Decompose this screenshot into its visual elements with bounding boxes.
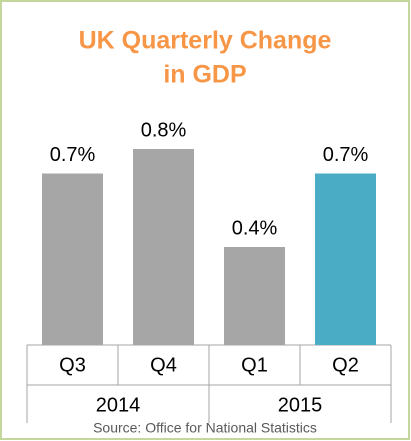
x-tick-label: Q3 [59,354,86,376]
x-tick-label: Q4 [150,354,177,376]
bar [224,247,285,345]
data-label: 0.7% [323,144,369,166]
chart-title: in GDP [163,61,246,89]
x-tick-label: Q2 [332,354,359,376]
chart-title: UK Quarterly Change [79,27,332,55]
group-label: 2015 [278,394,323,416]
data-label: 0.8% [141,119,187,141]
source: Source: Office for National Statistics [93,420,317,436]
bar [133,149,194,345]
data-label: 0.4% [232,217,278,239]
data-label: 0.7% [50,144,96,166]
x-tick-label: Q1 [241,354,268,376]
group-label: 2014 [96,394,141,416]
bar [315,173,376,345]
bar [42,173,103,345]
